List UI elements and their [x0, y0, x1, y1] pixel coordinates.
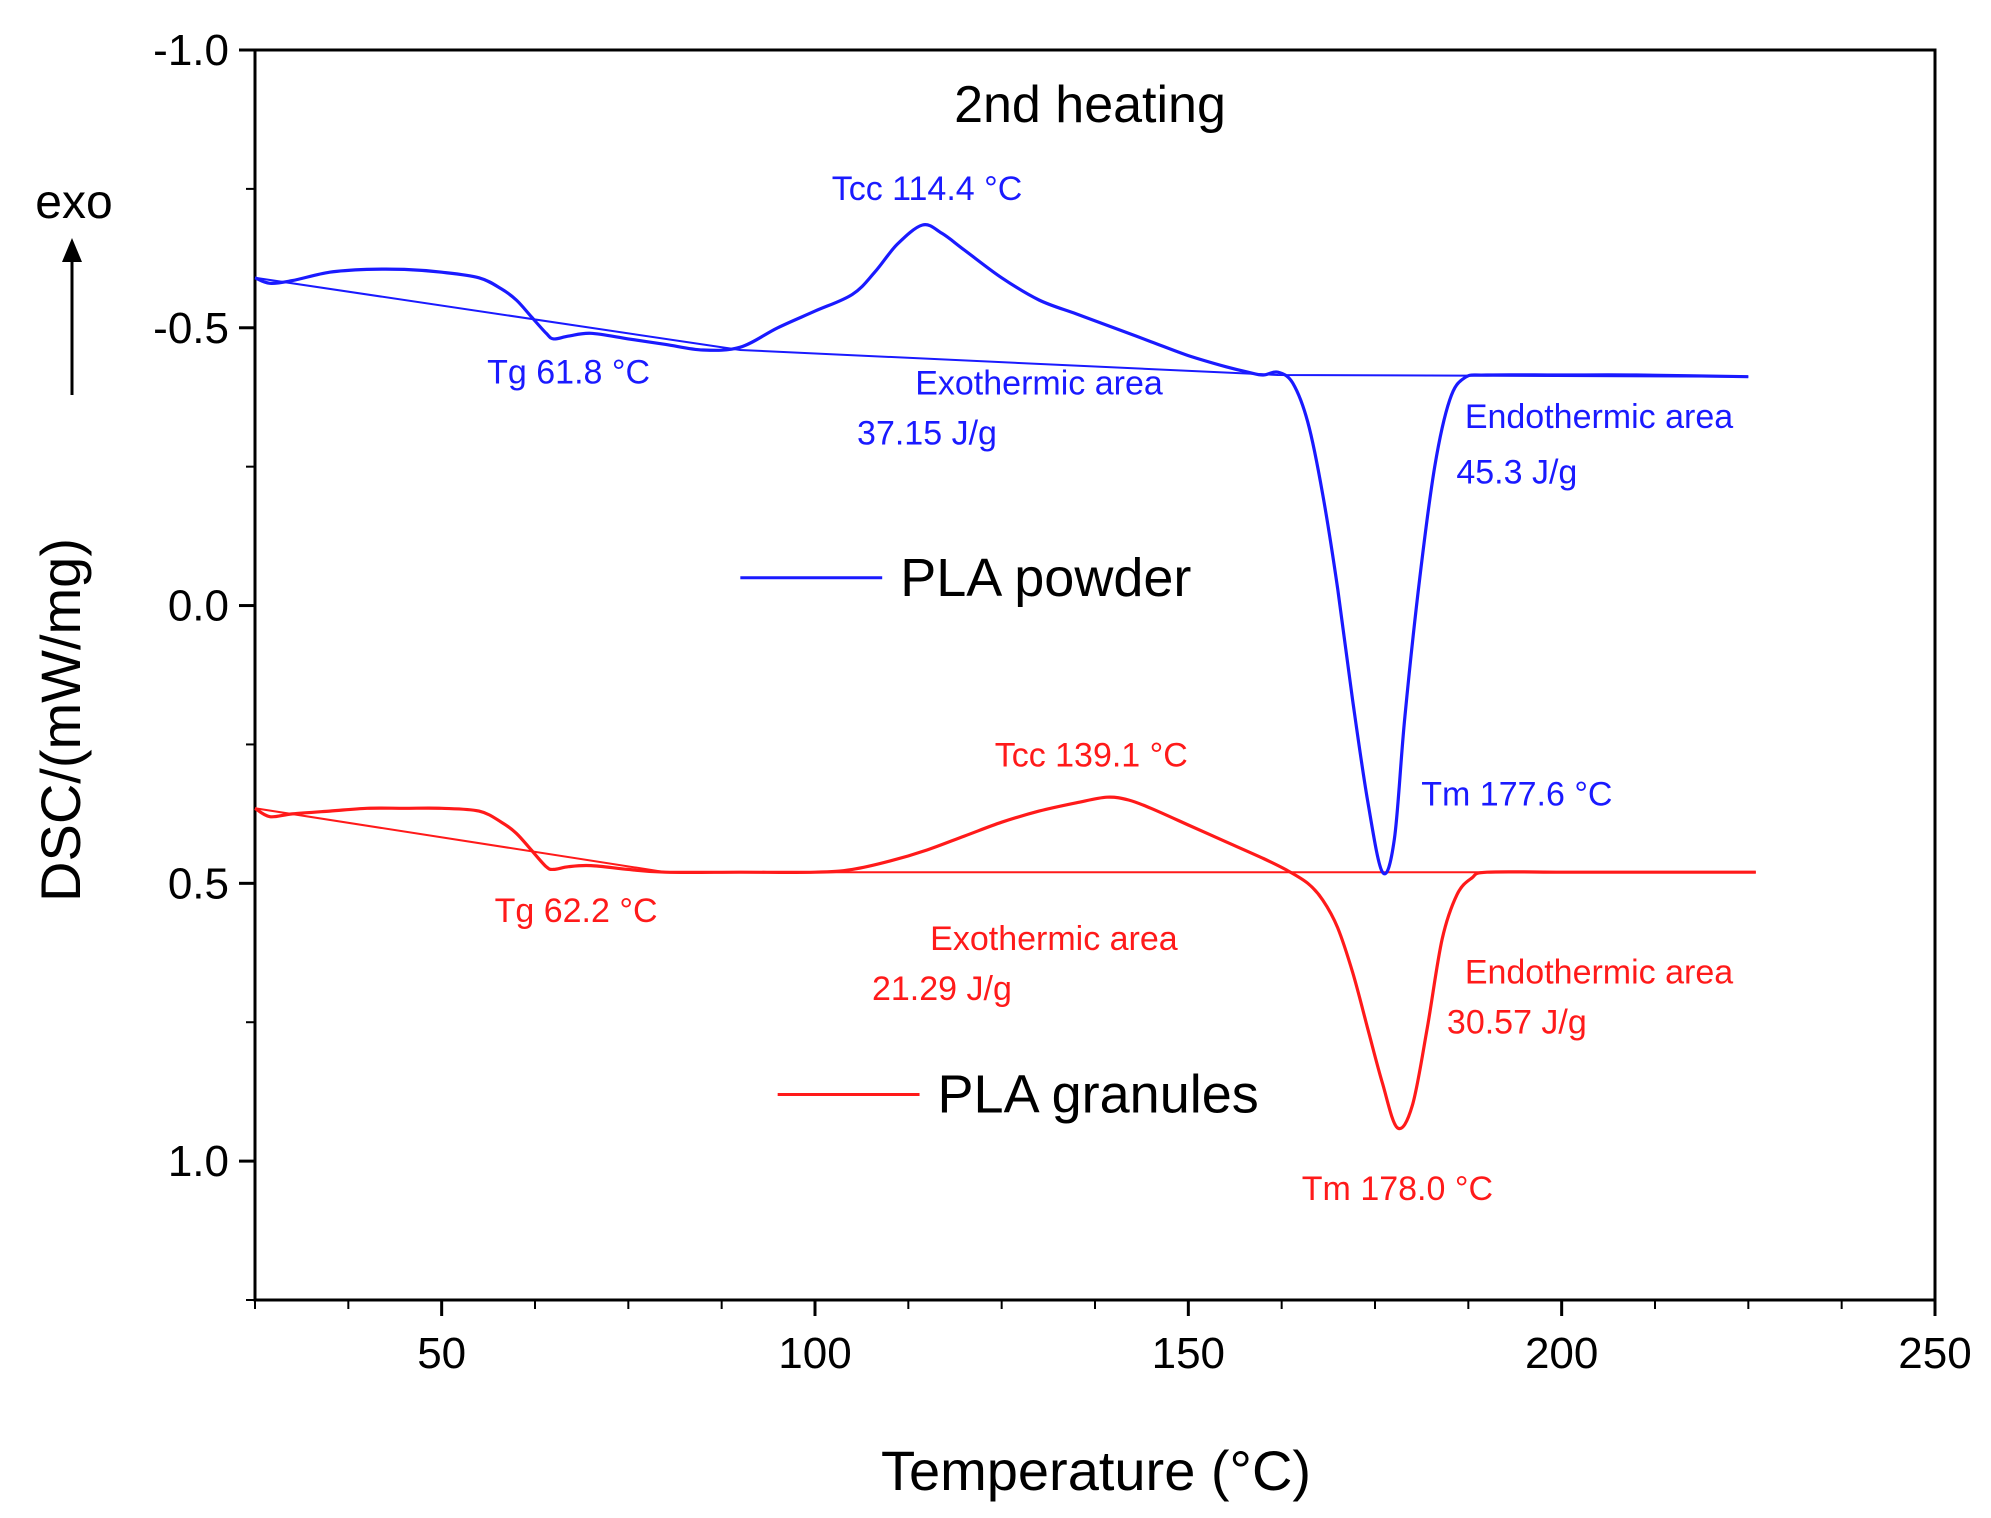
- annotation-label: Exothermic area: [930, 920, 1178, 958]
- exo-indicator: exo: [35, 176, 113, 395]
- legend-label: PLA powder: [900, 548, 1191, 608]
- annotation-label: Tcc 114.4 °C: [832, 170, 1023, 208]
- x-tick-label: 50: [417, 1329, 466, 1378]
- legend-label: PLA granules: [938, 1064, 1259, 1124]
- y-tick-label: 0.5: [168, 859, 229, 908]
- y-axis-title: DSC/(mW/mg): [29, 538, 92, 902]
- annotation-label: Tcc 139.1 °C: [995, 737, 1188, 775]
- y-tick-label: -0.5: [153, 304, 229, 353]
- x-tick-label: 250: [1898, 1329, 1971, 1378]
- annotation-label: Exothermic area: [915, 364, 1163, 402]
- tick-layer: 50 100 150 200 250 -1.0 -0.5 0.0 0.5 1.0: [153, 26, 1972, 1378]
- exo-label: exo: [35, 176, 112, 229]
- annotation-label: Tm 177.6 °C: [1421, 776, 1612, 814]
- series-line-pla-granules: [254, 795, 1756, 1131]
- exo-arrow-head: [62, 238, 82, 262]
- chart-title: 2nd heating: [954, 76, 1226, 134]
- x-tick-label: 150: [1152, 1329, 1225, 1378]
- y-tick-label: -1.0: [153, 26, 229, 75]
- x-tick-label: 200: [1525, 1329, 1598, 1378]
- series-layer: [254, 223, 1756, 1131]
- annotation-label: 21.29 J/g: [872, 970, 1012, 1008]
- annotation-label: Tg 61.8 °C: [487, 353, 650, 391]
- annotation-label: Tm 178.0 °C: [1302, 1170, 1493, 1208]
- annotation-label: Endothermic area: [1465, 953, 1733, 991]
- annotation-label: 37.15 J/g: [857, 414, 997, 452]
- x-tick-label: 100: [778, 1329, 851, 1378]
- x-axis-title: Temperature (°C): [881, 1439, 1311, 1502]
- series-line-pla-powder: [254, 223, 1749, 876]
- annotation-label: Tg 62.2 °C: [495, 892, 658, 930]
- y-tick-label: 0.0: [168, 582, 229, 631]
- annotation-label: 45.3 J/g: [1456, 453, 1577, 491]
- annotation-label: Endothermic area: [1465, 398, 1733, 436]
- y-tick-label: 1.0: [168, 1137, 229, 1186]
- annotation-layer: Tcc 114.4 °C Tg 61.8 °C Exothermic area 37.…: [487, 170, 1733, 1208]
- annotation-label: 30.57 J/g: [1447, 1003, 1587, 1041]
- legend-layer: PLA powder PLA granules: [740, 548, 1259, 1124]
